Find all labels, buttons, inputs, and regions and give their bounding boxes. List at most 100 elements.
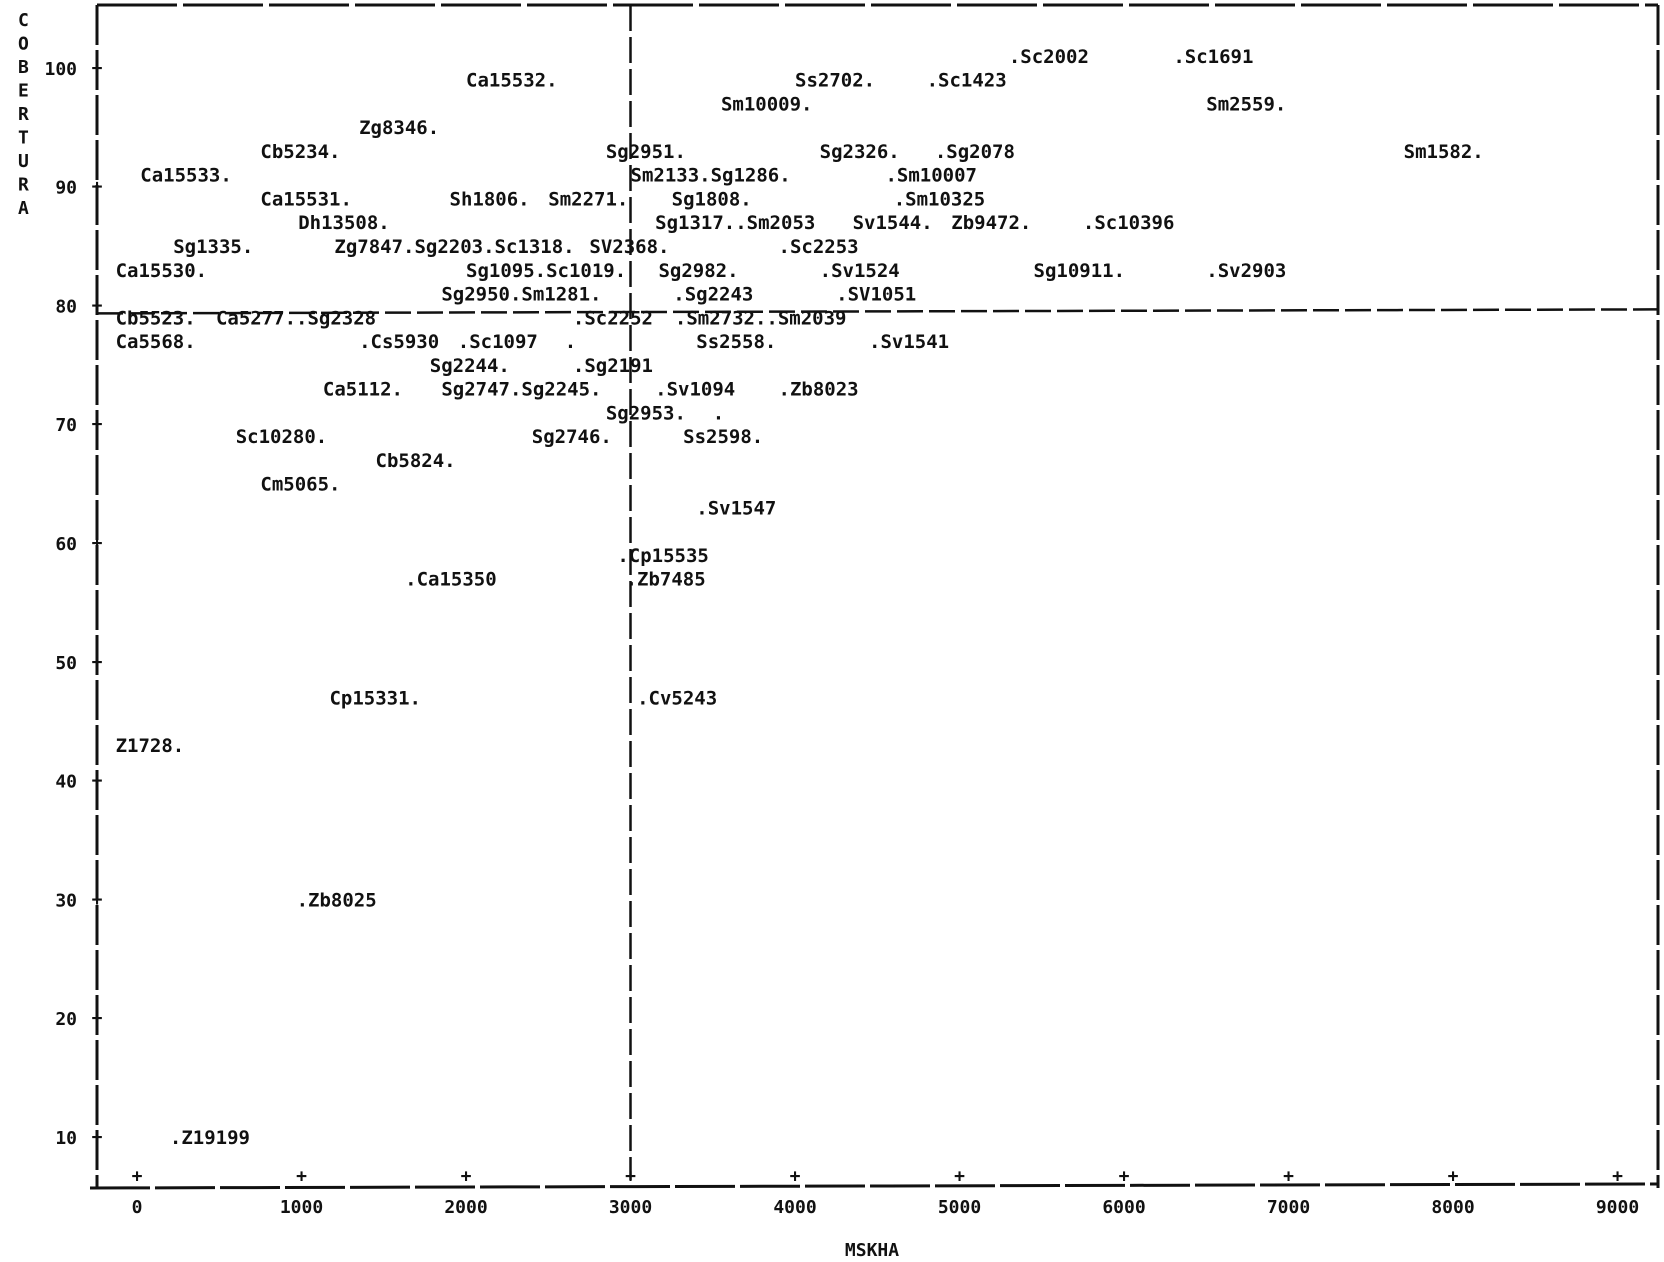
data-points: .Sc2002 .Sc1691 Ca15532. Ss2702. .Sc1423 Sm10… xyxy=(116,46,1484,1149)
x-tick-mark: + xyxy=(1448,1166,1459,1187)
data-point-label: Sv1544. xyxy=(853,212,933,234)
data-point-label: Ca5568. xyxy=(116,331,196,353)
data-point-label: Sm10009. xyxy=(721,93,813,115)
data-point-label: .Zb7485 xyxy=(626,569,706,591)
data-point-label: Zb9472. xyxy=(951,212,1031,234)
y-tick-label: 60 xyxy=(55,534,77,555)
data-point-label: Sg1095.Sc1019. xyxy=(466,260,626,282)
y-tick-mark: + xyxy=(92,771,103,792)
data-point-label: Sg2982. xyxy=(658,260,738,282)
y-tick-label: 50 xyxy=(55,653,77,674)
y-tick-mark: + xyxy=(92,533,103,554)
data-point-label: .Cp15535 xyxy=(617,545,709,567)
data-point-label: Sm2271. xyxy=(548,188,628,210)
data-point-label: Cm5065. xyxy=(260,474,340,496)
data-point-label: .Sv1541 xyxy=(869,331,949,353)
x-tick-mark: + xyxy=(1612,1166,1623,1187)
data-point-label: .Sg2243 xyxy=(673,284,753,306)
x-axis-line xyxy=(89,1182,1659,1190)
y-tick-label: 90 xyxy=(55,178,77,199)
y-tick-mark: + xyxy=(92,414,103,435)
data-point-label: Sg2953. xyxy=(606,402,686,424)
data-point-label: .Cv5243 xyxy=(637,687,717,709)
data-point-label: .Ca15350 xyxy=(405,569,497,591)
data-point-label: Ss2598. xyxy=(683,426,763,448)
x-tick-label: 3000 xyxy=(609,1197,652,1218)
data-point-label: Dh13508. xyxy=(298,212,390,234)
data-point-label: Sc10280. xyxy=(236,426,328,448)
y-tick-label: 30 xyxy=(55,890,77,911)
reference-lines xyxy=(96,5,1659,1180)
data-point-label: Sg2747.Sg2245. xyxy=(441,379,601,401)
data-point-label: Sm2559. xyxy=(1206,93,1286,115)
y-tick-mark: + xyxy=(92,177,103,198)
x-tick-label: 1000 xyxy=(280,1197,323,1218)
data-point-label: Sg2244. xyxy=(430,355,510,377)
x-tick-mark: + xyxy=(954,1166,965,1187)
data-point-label: Sg2951. xyxy=(606,141,686,163)
data-point-label: .Sm2732..Sm2039 xyxy=(675,307,847,329)
x-axis: +0 +1000 +2000 +3000 +4000 +5000 +6000 +7000 +80… xyxy=(89,1166,1659,1218)
data-point-label: .Z19199 xyxy=(170,1127,250,1149)
data-point-label: Ca15532. xyxy=(466,70,558,92)
data-point-label: Ss2558. xyxy=(696,331,776,353)
data-point-label: Zg8346. xyxy=(359,117,439,139)
data-point-label: .Sc2252 xyxy=(573,307,653,329)
x-tick-mark: + xyxy=(132,1166,143,1187)
data-point-label: Sm2133.Sg1286. xyxy=(631,165,791,187)
data-point-label: Ss2702. xyxy=(795,70,875,92)
data-point-label: .Sc10396 xyxy=(1083,212,1175,234)
data-point-label: Sm1582. xyxy=(1404,141,1484,163)
data-point-label: Ca5112. xyxy=(323,379,403,401)
data-point-label: Cb5824. xyxy=(376,450,456,472)
y-tick-mark: + xyxy=(92,1127,103,1148)
data-point-label: .Sg2078 xyxy=(935,141,1015,163)
data-point-label: .Sc1691 xyxy=(1173,46,1253,68)
x-tick-label: 0 xyxy=(132,1197,143,1218)
y-axis-title-letter: B xyxy=(18,57,29,78)
data-point-label: Cb5523. xyxy=(116,307,196,329)
y-tick-label: 20 xyxy=(55,1009,77,1030)
y-tick-label: 40 xyxy=(55,772,77,793)
data-point-label: Sg1317..Sm2053 xyxy=(655,212,815,234)
y-tick-label: 100 xyxy=(44,59,77,80)
data-point-label: .Cs5930 xyxy=(359,331,439,353)
x-tick-mark: + xyxy=(625,1166,636,1187)
data-point-label: Sg1808. xyxy=(672,188,752,210)
data-point-label: Sh1806. xyxy=(450,188,530,210)
y-axis-title-letter: T xyxy=(18,128,29,149)
data-point-label: Ca5277..Sg2328 xyxy=(216,307,376,329)
data-point-label: Cp15331. xyxy=(329,687,421,709)
x-tick-label: 2000 xyxy=(444,1197,487,1218)
y-tick-mark: + xyxy=(92,652,103,673)
data-point-label: Sg2950.Sm1281. xyxy=(441,284,601,306)
data-point-label: .Sc1423 xyxy=(927,70,1007,92)
data-point-label: .Sg2191 xyxy=(573,355,653,377)
data-point-label: .Sv1524 xyxy=(820,260,900,282)
data-point-label: .Sv1094 xyxy=(655,379,735,401)
data-point-label: Cb5234. xyxy=(260,141,340,163)
data-point-label: Ca15533. xyxy=(140,165,232,187)
y-tick-mark: + xyxy=(92,58,103,79)
y-tick-label: 80 xyxy=(55,296,77,317)
data-point-label: .SV1051 xyxy=(836,284,916,306)
x-tick-label: 8000 xyxy=(1431,1197,1474,1218)
y-axis-title-letter: O xyxy=(18,34,29,55)
data-point-label: .Sc2253 xyxy=(779,236,859,258)
x-tick-label: 7000 xyxy=(1267,1197,1310,1218)
y-tick-mark: + xyxy=(92,295,103,316)
data-point-label: Sg2746. xyxy=(532,426,612,448)
data-point-label: SV2368. xyxy=(589,236,669,258)
data-point-label: Sg1335. xyxy=(173,236,253,258)
data-point-label: .Zb8023 xyxy=(779,379,859,401)
x-tick-label: 9000 xyxy=(1596,1197,1639,1218)
x-tick-mark: + xyxy=(1119,1166,1130,1187)
x-tick-mark: + xyxy=(1283,1166,1294,1187)
data-point-label: .Sv2903 xyxy=(1206,260,1286,282)
y-tick-label: 70 xyxy=(55,415,77,436)
y-tick-mark: + xyxy=(92,1008,103,1029)
y-axis: +10 +20 +30 +40 +50 +60 +70 +80 +90 +100 xyxy=(44,58,102,1149)
data-point-label: . xyxy=(565,331,576,353)
